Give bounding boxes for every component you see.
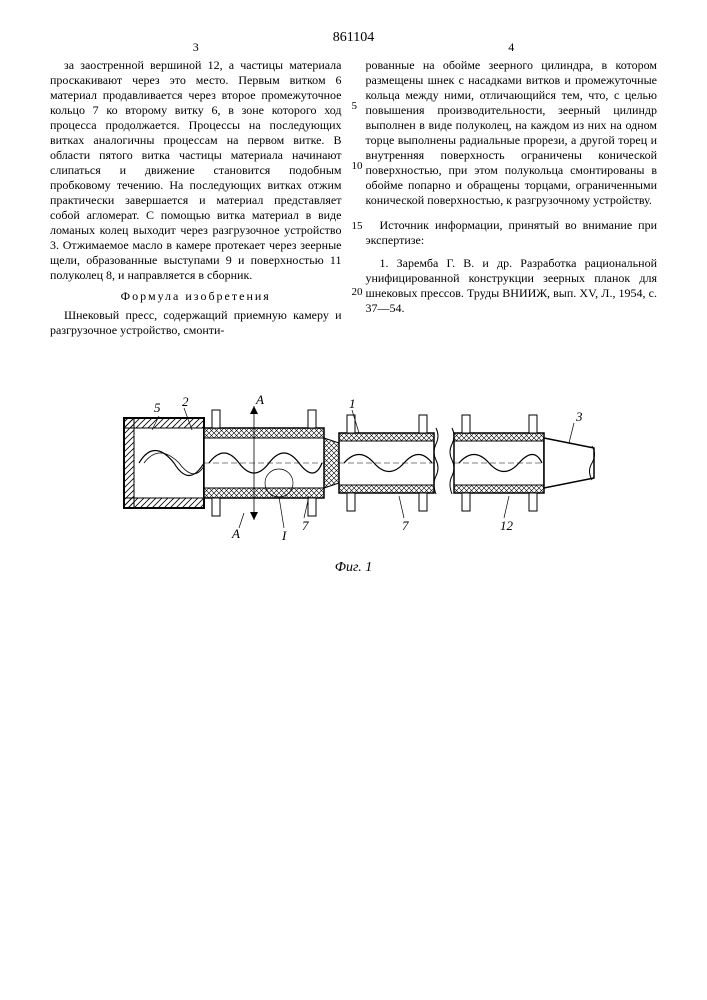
page-number-right: 4 <box>508 40 514 55</box>
line-marker-20: 20 <box>352 286 363 300</box>
receiving-chamber <box>124 418 204 508</box>
callout-A-top: А <box>255 392 264 407</box>
right-column: 4 5 10 15 20 рованные на обойме зеерного… <box>366 58 658 338</box>
callout-3: 3 <box>575 409 583 424</box>
right-para-1: рованные на обойме зеерного цилиндра, в … <box>366 58 658 208</box>
callout-I: I <box>281 528 287 543</box>
barrel-section-1 <box>204 410 339 516</box>
text-columns: 3 за заостренной вершиной 12, а частицы … <box>50 58 657 338</box>
left-column: 3 за заостренной вершиной 12, а частицы … <box>50 58 342 338</box>
line-marker-15: 15 <box>352 220 363 234</box>
discharge-device <box>544 438 595 488</box>
left-para-2: Шнековый пресс, содержащий приемную каме… <box>50 308 342 338</box>
source-title: Источник информации, принятый во внимани… <box>366 218 658 248</box>
figure-label: Фиг. 1 <box>50 560 657 576</box>
callout-5: 5 <box>154 400 161 415</box>
callout-7a: 7 <box>302 518 309 533</box>
figure-svg: 5 2 А 1 3 А I 7 7 12 <box>104 388 604 558</box>
callout-7b: 7 <box>402 518 409 533</box>
formula-title: Формула изобретения <box>50 289 342 304</box>
break-lines <box>434 428 454 494</box>
callout-1: 1 <box>349 396 356 411</box>
left-para-1: за заостренной вершиной 12, а частицы ма… <box>50 58 342 283</box>
callout-12: 12 <box>500 518 514 533</box>
line-marker-10: 10 <box>352 160 363 174</box>
barrel-section-3 <box>454 415 544 511</box>
source-body: 1. Заремба Г. В. и др. Разработка рацион… <box>366 256 658 316</box>
line-marker-5: 5 <box>352 100 358 114</box>
callout-A-bottom: А <box>231 526 240 541</box>
page-number-left: 3 <box>193 40 199 55</box>
figure-1: 5 2 А 1 3 А I 7 7 12 Фиг. 1 <box>50 388 657 576</box>
barrel-section-2 <box>339 415 434 511</box>
callout-2: 2 <box>182 394 189 409</box>
document-number: 861104 <box>50 30 657 46</box>
